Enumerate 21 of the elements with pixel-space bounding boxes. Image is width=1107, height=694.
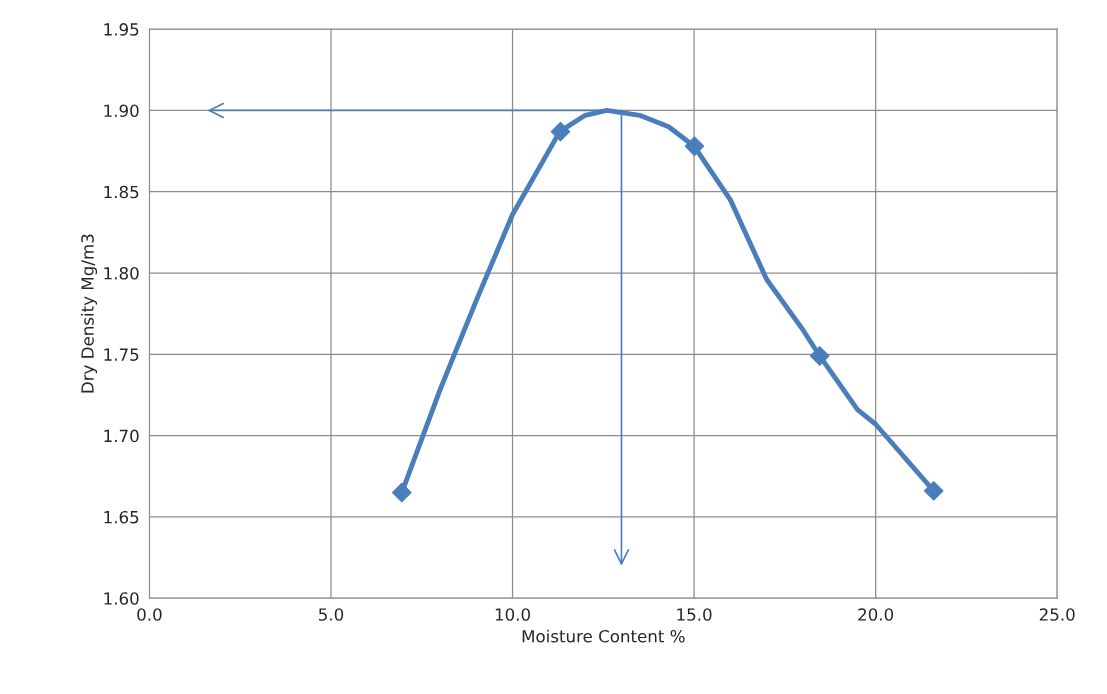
x-tick-label: 10.0	[495, 608, 530, 621]
y-axis-title: Dry Density Mg/m3	[80, 234, 98, 393]
y-tick-label: 1.85	[104, 185, 139, 199]
x-tick-label: 0.0	[137, 608, 162, 621]
y-tick-label: 1.75	[104, 348, 139, 361]
y-tick-label: 1.95	[104, 23, 139, 36]
point	[391, 482, 412, 503]
y-tick-label: 1.80	[104, 267, 139, 280]
x-axis-title: Moisture Content %	[522, 629, 685, 643]
x-tick-label: 20.0	[858, 608, 894, 621]
point	[809, 346, 830, 366]
x-tick-label: 5.0	[319, 608, 344, 621]
point	[550, 121, 571, 142]
y-tick-label: 1.65	[104, 510, 139, 524]
y-tick-label: 1.60	[104, 592, 139, 605]
y-tick-label: 1.70	[104, 429, 139, 443]
x-tick-label: 25.0	[1039, 608, 1075, 621]
y-tick-label: 1.90	[104, 104, 139, 118]
point	[923, 481, 944, 501]
x-tick-label: 15.0	[677, 608, 712, 621]
point	[684, 136, 705, 157]
